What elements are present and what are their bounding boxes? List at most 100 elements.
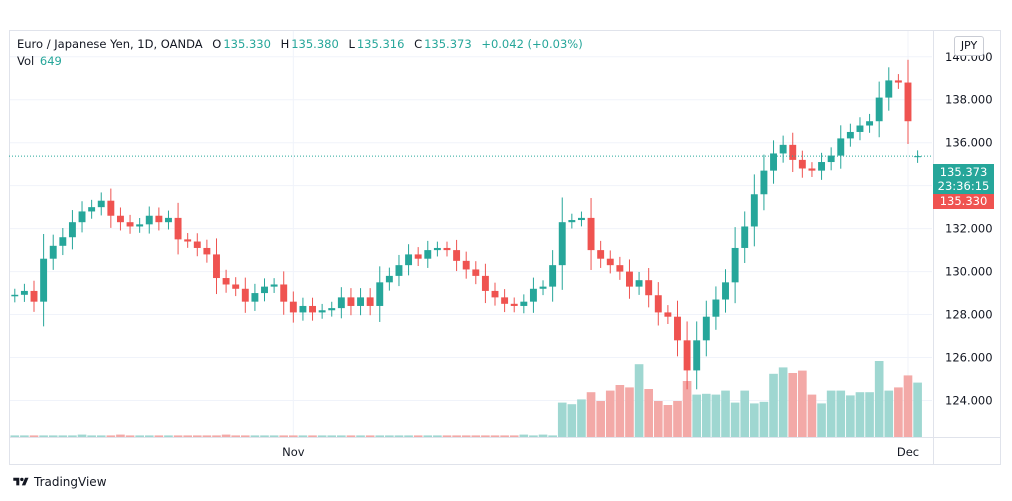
volume-bar [183,435,192,437]
candle-body [866,121,874,126]
volume-bar [730,402,740,437]
candle-body [654,295,662,313]
volume-bar [529,435,538,437]
candle-body [779,144,787,154]
symbol-title[interactable]: Euro / Japanese Yen, 1D, OANDA [17,37,203,51]
volume-bar [212,435,221,437]
candle-body [11,294,19,297]
candle-body [337,297,345,309]
tradingview-brand[interactable]: TradingView [12,475,107,489]
open-label: O [212,37,222,51]
candle-body [424,250,432,259]
price-tick-label: 138.000 [945,93,993,107]
volume-bar [913,382,922,437]
tradingview-logo-icon [13,477,29,486]
candle-body [49,245,57,259]
candle-body [251,293,259,302]
candle-body [616,265,624,272]
volume-bar [605,390,615,437]
volume-bar [509,435,519,437]
volume-bar [221,434,231,437]
close-label: C [414,37,423,51]
price-tick-label: 136.000 [945,136,993,150]
volume-bar [250,435,260,437]
volume-bar [769,373,778,437]
volume-bar [202,435,212,437]
candle-body [587,217,595,251]
candle-body [232,284,240,289]
volume-bar [884,390,894,437]
candle-body [30,290,38,302]
volume-bar [346,435,356,437]
candle-body [693,340,701,371]
volume-bar [538,434,548,437]
symbol-legend: Euro / Japanese Yen, 1D, OANDA O 135.330 … [17,36,589,70]
price-tick-label: 126.000 [945,351,993,365]
candle-body [510,303,518,306]
volume-bar [846,395,855,437]
candle-body [558,222,566,266]
candle-body [165,217,172,223]
candle-body [241,288,249,302]
volume-bar [87,435,96,437]
price-axis[interactable]: 124.000126.000128.000130.000132.000134.0… [945,50,993,408]
candle-body [184,239,192,242]
close-value: 135.373 [424,37,472,51]
candle-body [453,250,461,261]
volume-bar [577,399,586,437]
candle-body [289,301,297,313]
candle-body [501,297,509,304]
candle-body [904,82,912,122]
volume-bar [701,393,711,437]
candle-body [97,200,105,208]
candle-body [539,286,547,289]
candle-body [818,162,826,171]
candle-body [846,131,854,139]
volume-bar [500,435,509,437]
candle-body [222,278,230,285]
volume-bar [567,404,577,437]
volume-bar [778,367,788,437]
volume-bar [154,435,164,437]
volume-bar [519,434,529,437]
volume-bar [356,435,365,437]
time-tick-label: Dec [897,445,919,459]
volume-bar [750,403,759,437]
candle-body [606,258,614,266]
volume-bar [298,435,308,437]
volume-bar [404,435,413,437]
volume-bar [269,435,279,437]
candle-body [645,280,653,296]
last-price-value: 135.373 [939,165,988,179]
volume-bar [855,392,865,437]
volume-bar [39,435,48,437]
volume-bar [48,435,58,437]
candle-body [88,207,96,212]
currency-button[interactable]: JPY [954,36,984,56]
candle-body [520,301,528,306]
volume-bar [337,435,346,437]
volume-bar [394,435,404,437]
vol-value: 649 [39,54,62,68]
candle-body [385,275,393,283]
volume-bar [836,390,846,437]
candle-body [59,237,67,246]
vol-label[interactable]: Vol [17,54,35,68]
volume-bar [452,435,461,437]
price-tick-label: 132.000 [945,222,993,236]
volume-bar [894,387,903,437]
candle-body [808,168,816,171]
time-axis[interactable]: NovDec2022FebMarApr [282,445,1012,459]
volume-bar [634,364,644,437]
volume-bar [490,435,500,437]
candle-body [203,247,211,255]
volume-bar [125,435,135,437]
candle-body [136,224,144,227]
time-tick-label: Nov [282,445,305,459]
volume-bar [68,435,77,437]
volume-bar [644,389,653,437]
candle-body [914,156,922,158]
candle-body [395,265,403,276]
